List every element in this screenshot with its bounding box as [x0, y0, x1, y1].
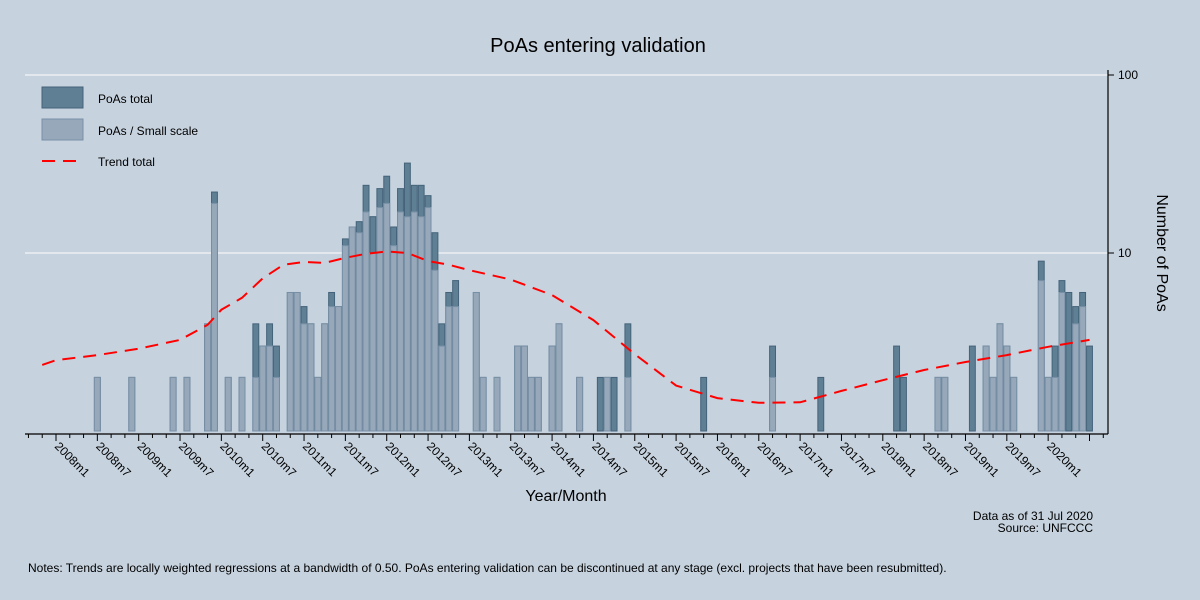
bar-small-scale — [576, 376, 584, 432]
legend-label-total: PoAs total — [98, 92, 153, 106]
legend-swatch-small — [41, 118, 84, 141]
bar-small-scale — [307, 323, 315, 432]
bar-small-scale — [314, 376, 322, 432]
bar-small-scale — [376, 207, 384, 432]
legend-swatch-total — [41, 86, 84, 109]
bar-small-scale — [369, 252, 377, 432]
bar-small-scale — [1037, 280, 1045, 432]
bar-small-scale — [431, 269, 439, 432]
bar-total — [900, 376, 907, 432]
legend: PoAs total PoAs / Small scale Trend tota… — [41, 86, 198, 169]
trend-line — [41, 250, 1090, 404]
bar-small-scale — [300, 323, 308, 432]
bar-small-scale — [1044, 376, 1052, 432]
bar-small-scale — [424, 207, 432, 432]
bar-small-scale — [417, 216, 425, 432]
bar-small-scale — [514, 345, 522, 432]
bar-small-scale — [941, 376, 949, 432]
bar-small-scale — [362, 211, 370, 432]
bar-small-scale — [603, 376, 611, 432]
bar-small-scale — [273, 376, 280, 432]
bar-small-scale — [1051, 376, 1059, 432]
bar-small-scale — [1010, 376, 1018, 432]
bar-small-scale — [204, 323, 212, 432]
bar-total — [1086, 345, 1093, 432]
bar-small-scale — [548, 345, 556, 432]
bar-small-scale — [534, 376, 542, 432]
bar-small-scale — [445, 306, 453, 432]
gridlines — [25, 74, 1108, 254]
bar-small-scale — [982, 345, 990, 432]
bar-total — [700, 376, 708, 432]
bar-small-scale — [183, 376, 191, 432]
bar-small-scale — [989, 376, 997, 432]
bar-total — [1065, 291, 1073, 432]
notes: Notes: Trends are locally weighted regre… — [28, 561, 947, 575]
y-tick-label: 100 — [1118, 68, 1138, 82]
bar-small-scale — [266, 345, 274, 432]
bar-small-scale — [1072, 323, 1080, 432]
bar-small-scale — [397, 211, 404, 432]
bar-small-scale — [335, 306, 342, 432]
bar-small-scale — [211, 202, 218, 432]
bar-small-scale — [169, 376, 177, 432]
bars — [93, 162, 1093, 432]
bar-total — [968, 345, 976, 432]
chart-title: PoAs entering validation — [490, 35, 706, 57]
bar-small-scale — [224, 376, 232, 432]
bar-small-scale — [355, 232, 363, 432]
y-axis: 100 10 — [1107, 68, 1138, 434]
bar-small-scale — [390, 245, 398, 432]
bar-small-scale — [348, 226, 356, 432]
bar-total — [596, 376, 604, 432]
y-tick-label: 10 — [1118, 246, 1132, 260]
legend-label-small: PoAs / Small scale — [98, 124, 198, 138]
bar-small-scale — [438, 345, 446, 432]
bar-total — [610, 376, 618, 432]
x-axis-title: Year/Month — [525, 488, 606, 505]
bar-small-scale — [383, 202, 391, 432]
bar-small-scale — [996, 323, 1004, 432]
bar-total — [817, 376, 825, 432]
bar-small-scale — [479, 376, 487, 432]
bar-small-scale — [252, 376, 260, 432]
bar-small-scale — [624, 376, 632, 432]
bar-small-scale — [1003, 345, 1011, 432]
y-axis-title: Number of PoAs — [1153, 194, 1170, 311]
bar-small-scale — [1058, 291, 1066, 432]
bar-small-scale — [328, 306, 336, 432]
bar-small-scale — [452, 306, 460, 432]
bar-small-scale — [521, 345, 528, 432]
bar-small-scale — [769, 376, 777, 432]
bar-small-scale — [527, 376, 535, 432]
bar-small-scale — [341, 245, 349, 432]
data-as-of: Data as of 31 Jul 2020 — [973, 509, 1093, 523]
bar-small-scale — [259, 345, 267, 432]
bar-small-scale — [555, 323, 563, 432]
bar-total — [893, 345, 901, 432]
bar-small-scale — [238, 376, 246, 432]
bar-small-scale — [128, 376, 136, 432]
bar-small-scale — [93, 376, 101, 432]
legend-label-trend: Trend total — [98, 155, 155, 169]
bar-small-scale — [1079, 306, 1087, 432]
source: Source: UNFCCC — [998, 521, 1094, 535]
bar-small-scale — [321, 323, 329, 432]
bar-small-scale — [286, 291, 294, 432]
bar-small-scale — [293, 291, 301, 432]
bar-small-scale — [934, 376, 942, 432]
bar-small-scale — [472, 291, 480, 432]
bar-small-scale — [403, 216, 411, 432]
bar-small-scale — [410, 211, 418, 432]
bar-small-scale — [493, 376, 501, 432]
